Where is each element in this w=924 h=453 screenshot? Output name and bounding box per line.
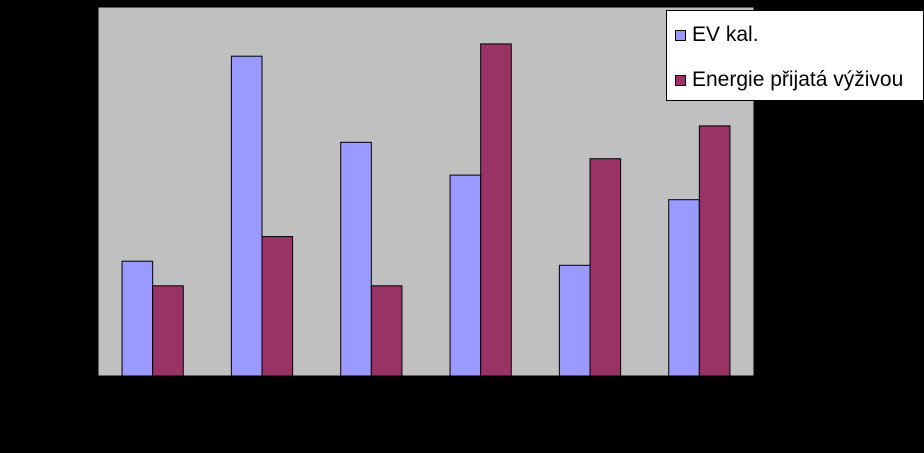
y-axis-ticks bbox=[93, 6, 98, 377]
bar-series-1-category-2 bbox=[230, 55, 263, 377]
legend-item-series-2: Energie přijatá výživou bbox=[675, 68, 903, 92]
legend-item-series-1: EV kal. bbox=[675, 23, 759, 47]
x-axis-ticks bbox=[97, 376, 755, 381]
bar-series-1-category-6 bbox=[668, 199, 700, 377]
bar-series-2-category-4 bbox=[480, 43, 512, 377]
bars-group bbox=[121, 43, 731, 377]
legend-label-series-2: Energie přijatá výživou bbox=[692, 68, 904, 91]
bar-series-2-category-3 bbox=[370, 285, 403, 377]
bar-series-1-category-5 bbox=[558, 264, 591, 377]
bar-series-2-category-6 bbox=[698, 125, 731, 377]
bar-series-2-category-1 bbox=[152, 285, 184, 377]
bar-series-2-category-5 bbox=[589, 158, 622, 377]
legend-label-series-1: EV kal. bbox=[692, 23, 759, 46]
bar-series-1-category-1 bbox=[121, 260, 154, 377]
legend-swatch-series-1 bbox=[675, 29, 686, 41]
legend-swatch-series-2 bbox=[675, 74, 686, 86]
bar-series-1-category-3 bbox=[340, 141, 372, 377]
plot-area bbox=[97, 6, 755, 377]
bar-series-1-category-4 bbox=[449, 174, 482, 377]
bar-series-2-category-2 bbox=[261, 236, 294, 377]
legend: EV kal. Energie přijatá výživou bbox=[666, 10, 924, 101]
